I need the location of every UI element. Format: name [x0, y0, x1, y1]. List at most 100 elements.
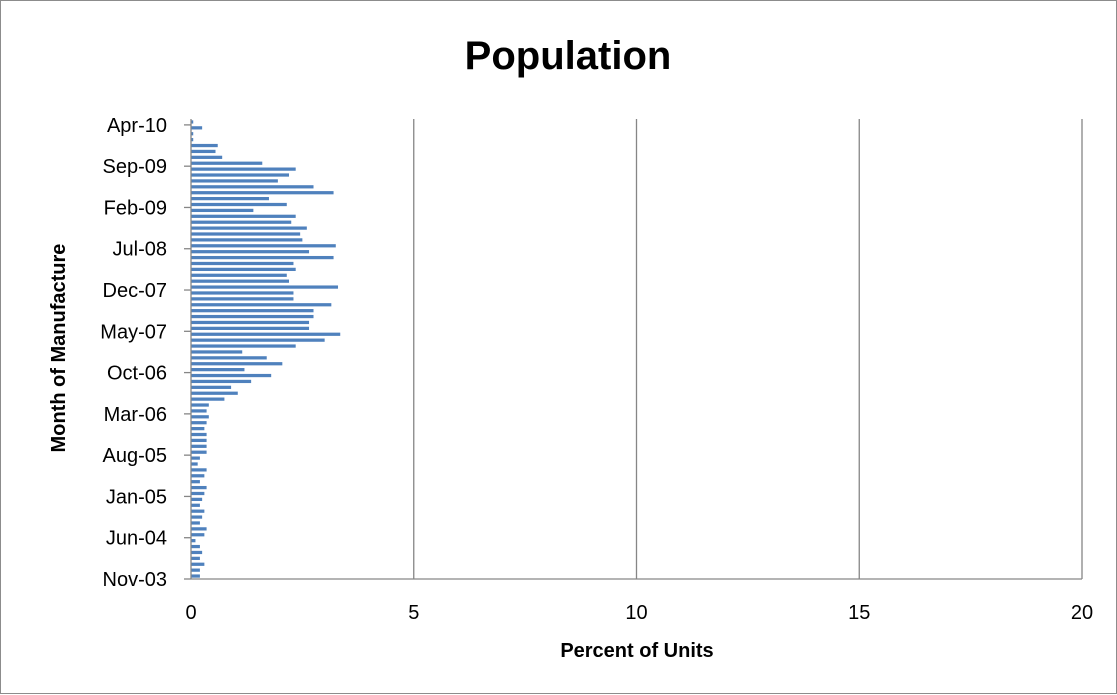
bar	[191, 244, 336, 248]
bar	[191, 503, 200, 507]
bar	[191, 432, 207, 437]
bar	[191, 421, 207, 425]
bar	[191, 126, 203, 130]
y-tick-labels: Nov-03 Jun-04 Jan-05 Aug-05 Mar-06 Oct-06 May-…	[100, 115, 167, 591]
y-axis-label: Month of Manufacture	[48, 244, 70, 453]
bar	[191, 320, 310, 325]
bar	[191, 191, 334, 195]
bar	[191, 179, 278, 183]
y-tick-label: Apr-10	[107, 115, 167, 137]
bar	[191, 326, 310, 330]
x-axis-label: Percent of Units	[560, 640, 713, 662]
y-tick-label: Feb-09	[104, 197, 167, 219]
bar	[191, 556, 200, 560]
bar	[191, 539, 196, 543]
bar	[191, 480, 200, 484]
y-tick-label: Oct-06	[107, 363, 167, 385]
bar	[191, 385, 232, 389]
bar	[191, 332, 341, 336]
bar	[191, 232, 301, 236]
bar	[191, 220, 292, 224]
bar	[191, 314, 314, 319]
x-tick-labels: 0 5 10 15 20	[185, 602, 1093, 624]
bar	[191, 297, 294, 301]
bar	[191, 509, 205, 513]
bar	[191, 196, 269, 201]
bar	[191, 155, 223, 159]
gridlines	[413, 119, 1083, 579]
bar	[191, 574, 200, 578]
bar	[191, 238, 303, 242]
y-tick-label: May-07	[100, 321, 167, 343]
bar	[191, 362, 283, 366]
y-tick-label: Jun-04	[106, 528, 167, 550]
bar	[191, 161, 263, 165]
bar	[191, 291, 294, 295]
bar	[191, 397, 225, 401]
axes	[184, 119, 1082, 580]
bar	[191, 409, 207, 413]
y-tick-label: Jul-08	[113, 239, 167, 261]
bar	[191, 562, 205, 566]
x-tick-label: 15	[848, 602, 870, 624]
bar	[191, 167, 296, 171]
bar	[191, 226, 307, 230]
bar	[191, 527, 207, 531]
bar	[191, 285, 339, 289]
bar	[191, 356, 267, 360]
bar	[191, 379, 252, 384]
bar	[191, 303, 332, 307]
chart-title: Population	[465, 34, 672, 78]
y-tick-label: Sep-09	[103, 156, 168, 178]
x-tick-label: 20	[1071, 602, 1093, 624]
bar	[191, 391, 238, 395]
bar	[191, 309, 314, 313]
bar	[191, 261, 294, 266]
bar	[191, 474, 205, 478]
bar	[191, 338, 325, 342]
x-tick-label: 5	[408, 602, 419, 624]
bar	[191, 568, 200, 572]
bar	[191, 132, 194, 136]
y-tick-label: Nov-03	[103, 569, 167, 591]
bar	[191, 450, 207, 454]
bar	[191, 350, 243, 354]
bar	[191, 497, 203, 502]
bar	[191, 273, 287, 277]
bar	[191, 267, 296, 272]
bar	[191, 208, 254, 213]
bar	[191, 444, 207, 448]
bar	[191, 250, 310, 254]
bar	[191, 533, 205, 537]
bar	[191, 521, 200, 525]
bars	[191, 120, 341, 578]
bar	[191, 456, 200, 460]
bar	[191, 120, 194, 124]
bar	[191, 214, 296, 218]
y-tick-label: Jan-05	[106, 486, 167, 508]
x-tick-label: 0	[185, 602, 196, 624]
bar	[191, 515, 203, 519]
y-tick-label: Aug-05	[103, 445, 168, 467]
bar	[191, 550, 203, 555]
bar	[191, 373, 272, 378]
y-tick-label: Mar-06	[104, 404, 167, 426]
bar	[191, 185, 314, 189]
bar	[191, 173, 290, 177]
x-tick-label: 10	[625, 602, 647, 624]
bar	[191, 143, 218, 148]
bar	[191, 202, 287, 207]
bar	[191, 149, 216, 154]
y-tick-label: Dec-07	[103, 280, 167, 302]
bar	[191, 344, 296, 348]
bar	[191, 468, 207, 472]
bar	[191, 426, 205, 431]
bar	[191, 255, 334, 260]
bar	[191, 403, 209, 407]
bar	[191, 138, 194, 142]
bar	[191, 485, 207, 490]
bar	[191, 438, 207, 443]
bar	[191, 279, 290, 283]
